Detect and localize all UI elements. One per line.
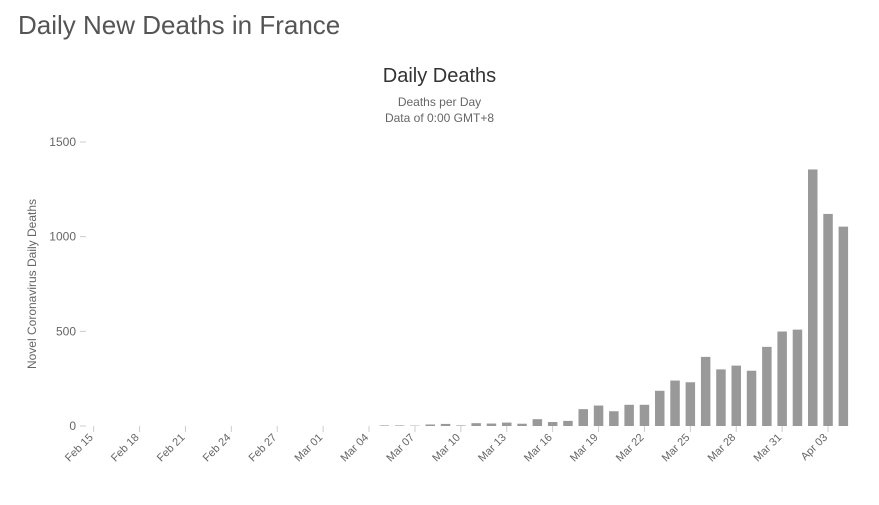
chart-title: Daily Deaths bbox=[18, 65, 861, 88]
page-title: Daily New Deaths in France bbox=[18, 10, 861, 41]
bar bbox=[640, 405, 649, 426]
bar bbox=[839, 227, 848, 426]
bar bbox=[533, 420, 542, 427]
x-tick-label: Mar 07 bbox=[384, 432, 417, 465]
x-tick-label: Mar 01 bbox=[293, 432, 326, 465]
x-tick-label: Feb 24 bbox=[201, 432, 234, 465]
x-tick-label: Mar 16 bbox=[522, 432, 555, 465]
bar bbox=[426, 425, 435, 427]
bar bbox=[732, 366, 741, 426]
bar bbox=[670, 381, 679, 426]
x-tick-label: Feb 15 bbox=[63, 432, 96, 465]
bar bbox=[487, 424, 496, 426]
y-tick-label: 1500 bbox=[49, 136, 76, 149]
bar bbox=[655, 391, 664, 426]
x-tick-label: Mar 25 bbox=[660, 432, 693, 465]
x-tick-label: Mar 13 bbox=[476, 432, 509, 465]
bar bbox=[609, 412, 618, 427]
bar bbox=[456, 426, 465, 427]
x-tick-label: Feb 18 bbox=[109, 432, 142, 465]
daily-deaths-chart: Daily Deaths Deaths per Day Data of 0:00… bbox=[18, 65, 861, 496]
bar bbox=[686, 383, 695, 427]
bar bbox=[808, 170, 817, 427]
bar bbox=[563, 421, 572, 426]
y-tick-label: 500 bbox=[56, 325, 76, 339]
chart-subtitle: Deaths per Day Data of 0:00 GMT+8 bbox=[18, 94, 861, 126]
bar bbox=[517, 424, 526, 426]
bar bbox=[793, 330, 802, 426]
bar bbox=[747, 371, 756, 426]
x-tick-label: Feb 21 bbox=[155, 432, 188, 465]
bar bbox=[716, 370, 725, 427]
x-tick-label: Apr 03 bbox=[799, 432, 830, 463]
bar bbox=[823, 214, 832, 426]
y-axis-label: Novel Coronavirus Daily Deaths bbox=[25, 199, 39, 369]
bar bbox=[579, 410, 588, 427]
x-tick-label: Mar 10 bbox=[430, 432, 463, 465]
bar bbox=[624, 405, 633, 426]
x-tick-label: Mar 22 bbox=[614, 432, 647, 465]
bar bbox=[777, 332, 786, 426]
x-tick-label: Mar 19 bbox=[568, 432, 601, 465]
bar bbox=[471, 424, 480, 427]
chart-subtitle-line1: Deaths per Day bbox=[398, 95, 481, 109]
bar bbox=[502, 423, 511, 426]
x-tick-label: Mar 28 bbox=[706, 432, 739, 465]
x-tick-label: Mar 04 bbox=[338, 432, 371, 465]
bar bbox=[594, 406, 603, 426]
bar bbox=[548, 422, 557, 426]
y-tick-label: 1000 bbox=[49, 230, 76, 244]
chart-svg: 0 500 1000 1500 Novel Coronavirus Daily Deat… bbox=[18, 136, 861, 496]
bar bbox=[380, 426, 389, 427]
bar bbox=[441, 424, 450, 426]
bar bbox=[762, 347, 771, 426]
bar bbox=[395, 426, 404, 427]
bar bbox=[701, 357, 710, 426]
chart-subtitle-line2: Data of 0:00 GMT+8 bbox=[385, 111, 494, 125]
x-tick-label: Feb 27 bbox=[247, 432, 280, 465]
y-tick-label: 0 bbox=[69, 419, 76, 433]
x-tick-label: Mar 31 bbox=[752, 432, 785, 465]
